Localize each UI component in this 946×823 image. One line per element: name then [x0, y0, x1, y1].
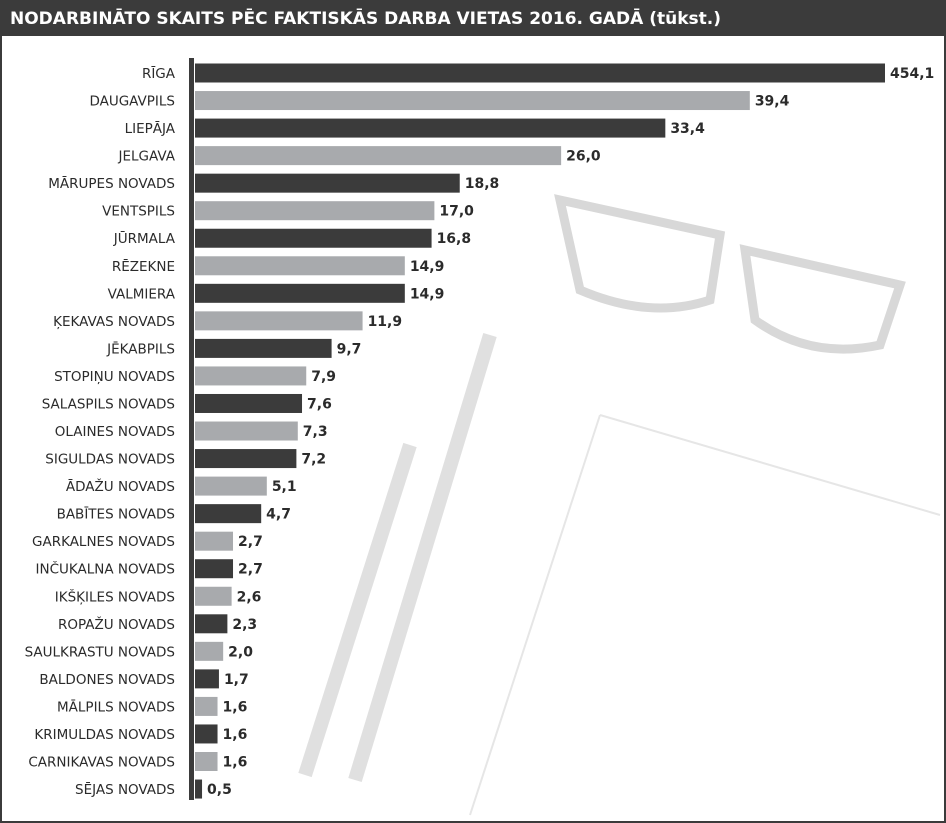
- category-label: IKŠĶILES NOVADS: [55, 587, 175, 605]
- bar: [195, 559, 234, 579]
- category-label: LIEPĀJA: [125, 120, 176, 137]
- bar: [195, 696, 218, 716]
- bar: [195, 421, 298, 441]
- bar: [195, 311, 363, 331]
- category-label: VENTSPILS: [102, 204, 175, 220]
- bar: [195, 256, 405, 276]
- bar: [195, 201, 435, 221]
- plot-area: [195, 63, 885, 799]
- bar: [195, 228, 432, 248]
- category-label: ROPAŽU NOVADS: [58, 615, 175, 633]
- title-bar: [1, 1, 945, 36]
- chart-title: NODARBINĀTO SKAITS PĒC FAKTISKĀS DARBA V…: [10, 7, 721, 29]
- bar: [195, 283, 405, 303]
- bar: [195, 173, 460, 193]
- category-label: KRIMULDAS NOVADS: [34, 727, 175, 743]
- category-label: MĀLPILS NOVADS: [57, 698, 175, 715]
- bar: [195, 531, 234, 551]
- category-label: GARKALNES NOVADS: [32, 534, 175, 550]
- decoration-notebook: [469, 414, 941, 816]
- bar: [195, 614, 228, 634]
- category-label: DAUGAVPILS: [89, 94, 175, 110]
- bar: [195, 393, 303, 413]
- value-label: 33,4: [670, 121, 705, 137]
- category-label: JĒKABPILS: [106, 340, 175, 357]
- value-label: 2,0: [228, 644, 253, 660]
- value-label: 1,6: [223, 727, 248, 743]
- category-label: JŪRMALA: [113, 230, 176, 247]
- category-label: JELGAVA: [118, 149, 176, 165]
- value-label: 7,9: [311, 369, 336, 385]
- value-label: 0,5: [207, 782, 232, 798]
- category-label: OLAINES NOVADS: [55, 424, 175, 440]
- value-label: 7,6: [307, 396, 332, 412]
- category-label: INČUKALNA NOVADS: [36, 560, 175, 578]
- value-label: 1,6: [223, 755, 248, 771]
- value-label: 9,7: [337, 341, 362, 357]
- value-label: 14,9: [410, 286, 445, 302]
- value-label: 17,0: [439, 204, 474, 220]
- value-label: 11,9: [368, 314, 403, 330]
- bar: [195, 724, 218, 744]
- value-label: 7,3: [303, 424, 328, 440]
- bar: [195, 504, 262, 524]
- decoration-pens: [298, 332, 497, 783]
- decoration-glasses: [554, 194, 906, 354]
- category-label: RĒZEKNE: [112, 258, 175, 275]
- category-label: ĀDAŽU NOVADS: [66, 477, 175, 495]
- value-label: 39,4: [755, 94, 790, 110]
- bar: [195, 752, 218, 771]
- value-label: 4,7: [266, 507, 291, 523]
- bar: [195, 641, 224, 661]
- category-label: CARNIKAVAS NOVADS: [28, 755, 175, 771]
- axis-line: [189, 58, 194, 800]
- bar: [195, 146, 562, 166]
- value-label: 454,1: [890, 66, 934, 82]
- bar: [195, 669, 219, 689]
- value-label: 2,7: [238, 562, 263, 578]
- category-label: VALMIERA: [108, 286, 176, 302]
- value-label: 5,1: [272, 479, 297, 495]
- value-label: 14,9: [410, 259, 445, 275]
- bar: [195, 779, 203, 799]
- bar: [195, 338, 332, 358]
- category-label: MĀRUPES NOVADS: [48, 175, 175, 192]
- category-label: SALASPILS NOVADS: [42, 396, 175, 412]
- category-label: STOPIŅU NOVADS: [54, 369, 175, 385]
- value-label: 2,7: [238, 534, 263, 550]
- category-label: BALDONES NOVADS: [39, 672, 175, 688]
- category-label: ĶEKAVAS NOVADS: [53, 314, 175, 330]
- category-label: SAULKRASTU NOVADS: [25, 644, 175, 660]
- value-label: 7,2: [301, 452, 326, 468]
- bar: [195, 91, 750, 111]
- bar: [195, 366, 307, 386]
- value-label: 1,6: [223, 699, 248, 715]
- bar: [195, 586, 232, 606]
- bar: [195, 63, 885, 83]
- value-label: 16,8: [437, 231, 472, 247]
- bar: [195, 118, 666, 138]
- value-label: 2,6: [237, 589, 262, 605]
- value-label: 26,0: [566, 149, 601, 165]
- bar: [195, 476, 267, 496]
- category-label: BABĪTES NOVADS: [57, 506, 175, 523]
- category-label: SĒJAS NOVADS: [75, 781, 175, 798]
- bar: [195, 449, 297, 469]
- category-label: RĪGA: [142, 65, 176, 82]
- value-label: 2,3: [232, 617, 257, 633]
- value-label: 18,8: [465, 176, 500, 192]
- value-label: 1,7: [224, 672, 249, 688]
- category-label: SIGULDAS NOVADS: [45, 452, 175, 468]
